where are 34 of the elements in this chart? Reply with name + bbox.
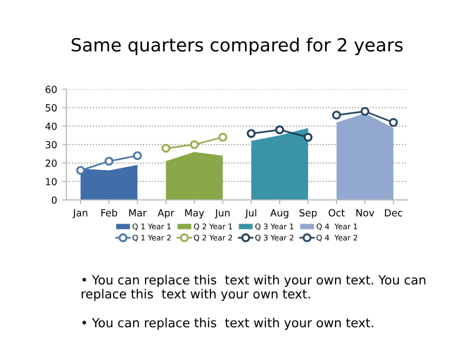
text: • You can replace this text with your own text. [82,318,374,330]
y-tick-label: 30 [46,141,57,148]
x-tick-label: Mar [129,209,147,216]
x-tick-label: Apr [158,209,174,218]
point [133,151,142,160]
y-tick-label: 10 [46,178,57,186]
y-tick-label: 0 [52,196,57,204]
x-tick-label: Jan [72,209,88,218]
point [332,110,341,120]
x-tick-label: Jun [214,209,230,218]
y-tick-label: 50 [46,104,57,112]
point [76,166,86,175]
text: • You can replace this text with your own text. You can replace this text with your own text. [82,274,426,301]
x-tick-label: Sep [300,209,317,218]
x-tick-label: Nov [356,209,374,216]
x-tick-label: Dec [384,209,402,216]
point [275,125,284,134]
x-tick-label: Feb [101,208,118,216]
x-tick-label: May [185,209,204,218]
point [246,129,256,138]
chart-title: Same quarters compared for 2 years [72,38,403,56]
point [360,106,370,116]
x-tick-label: Oct [328,209,345,216]
point [388,118,398,127]
y-tick-label: 40 [45,122,57,130]
y-tick-label: 60 [46,86,57,94]
point [190,140,199,150]
y-tick-label: 20 [46,160,57,167]
point [161,144,170,153]
point [304,132,313,142]
point [104,156,114,166]
x-tick-label: Jul [244,208,256,218]
point [218,132,228,142]
x-tick-label: Aug [270,209,288,218]
